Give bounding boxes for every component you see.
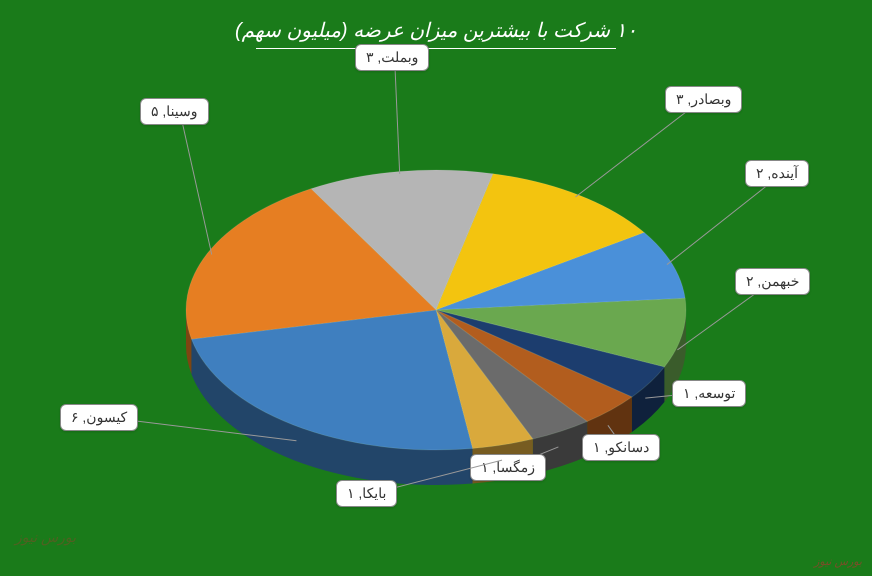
pie-svg [0,70,872,570]
pie-callout: بایکا, ۱ [336,480,397,507]
pie-chart [0,70,872,570]
pie-callout: وبملت, ۳ [355,44,429,71]
pie-callout: توسعه, ۱ [672,380,746,407]
pie-callout: خبهمن, ۲ [735,268,810,295]
pie-callout: زمگسا, ۱ [470,454,546,481]
watermark: بورس نیوز [15,529,76,546]
pie-callout: وبصادر, ۳ [665,86,742,113]
title-underline [256,48,616,49]
pie-callout: کیسون, ۶ [60,404,138,431]
chart-title: ۱۰ شرکت با بیشترین میزان عرضه (میلیون سه… [0,18,872,43]
watermark-corner: بورس نیوز [814,555,862,568]
pie-callout: آینده, ۲ [745,160,809,187]
pie-callout: وسینا, ۵ [140,98,209,125]
pie-callout: دسانکو, ۱ [582,434,660,461]
